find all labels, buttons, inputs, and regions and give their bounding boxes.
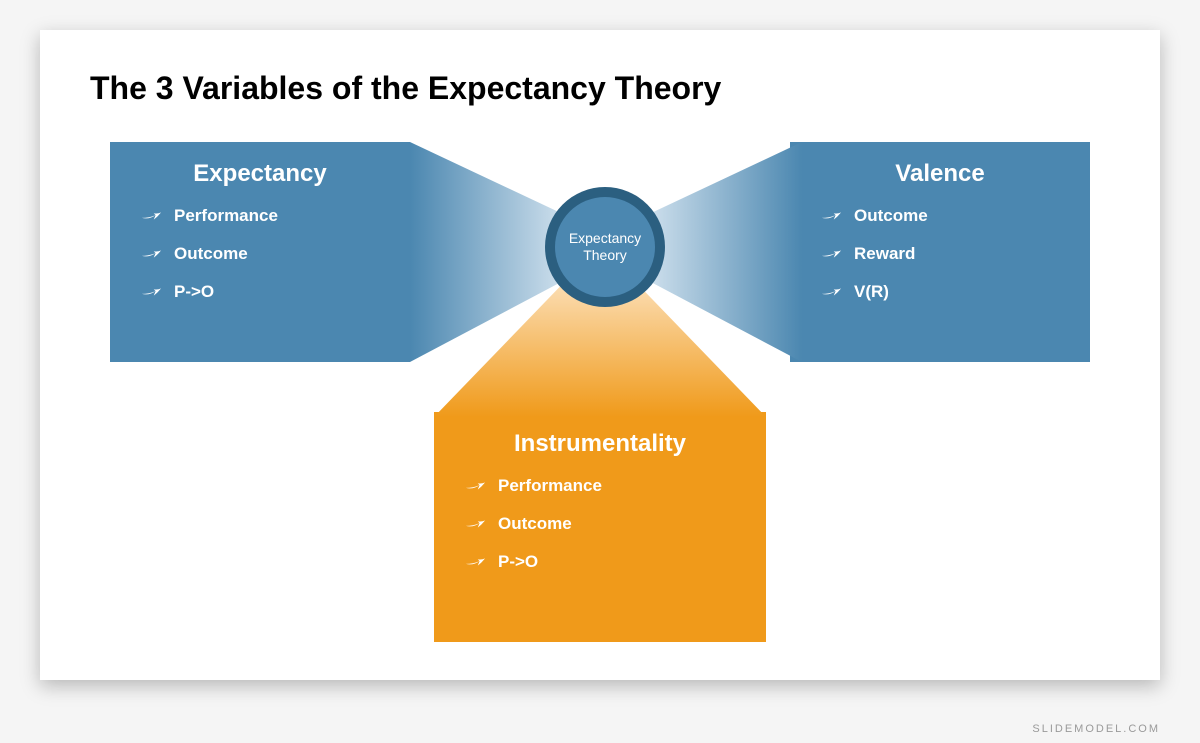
list-item: V(R) xyxy=(814,282,1066,302)
box-expectancy-title: Expectancy xyxy=(134,160,386,188)
item-label: Outcome xyxy=(854,206,928,226)
item-label: Reward xyxy=(854,244,915,264)
box-valence: Valence Outcome Reward V(R) xyxy=(790,142,1090,362)
list-item: Outcome xyxy=(134,244,386,264)
arrow-icon xyxy=(820,246,842,262)
box-instrumentality-title: Instrumentality xyxy=(458,430,742,458)
item-label: Outcome xyxy=(174,244,248,264)
box-valence-title: Valence xyxy=(814,160,1066,188)
arrow-icon xyxy=(464,516,486,532)
arrow-icon xyxy=(140,284,162,300)
list-item: Performance xyxy=(458,476,742,496)
arrow-icon xyxy=(820,208,842,224)
arrow-icon xyxy=(140,246,162,262)
diagram-area: Expectancy Performance Outcome P->O Vale… xyxy=(90,132,1110,652)
list-item: Outcome xyxy=(458,514,742,534)
item-label: Performance xyxy=(174,206,278,226)
box-expectancy: Expectancy Performance Outcome P->O xyxy=(110,142,410,362)
watermark: SLIDEMODEL.COM xyxy=(1032,723,1160,735)
item-label: Performance xyxy=(498,476,602,496)
slide-title: The 3 Variables of the Expectancy Theory xyxy=(90,70,1110,107)
arrow-icon xyxy=(820,284,842,300)
list-item: Performance xyxy=(134,206,386,226)
arrow-icon xyxy=(140,208,162,224)
list-item: P->O xyxy=(134,282,386,302)
list-item: Outcome xyxy=(814,206,1066,226)
list-item: P->O xyxy=(458,552,742,572)
arrow-icon xyxy=(464,554,486,570)
list-item: Reward xyxy=(814,244,1066,264)
center-label: Expectancy Theory xyxy=(555,230,655,264)
item-label: V(R) xyxy=(854,282,889,302)
arrow-icon xyxy=(464,478,486,494)
slide: The 3 Variables of the Expectancy Theory xyxy=(40,30,1160,680)
box-instrumentality: Instrumentality Performance Outcome P->O xyxy=(434,412,766,642)
item-label: P->O xyxy=(498,552,538,572)
item-label: P->O xyxy=(174,282,214,302)
item-label: Outcome xyxy=(498,514,572,534)
center-circle: Expectancy Theory xyxy=(555,197,655,297)
